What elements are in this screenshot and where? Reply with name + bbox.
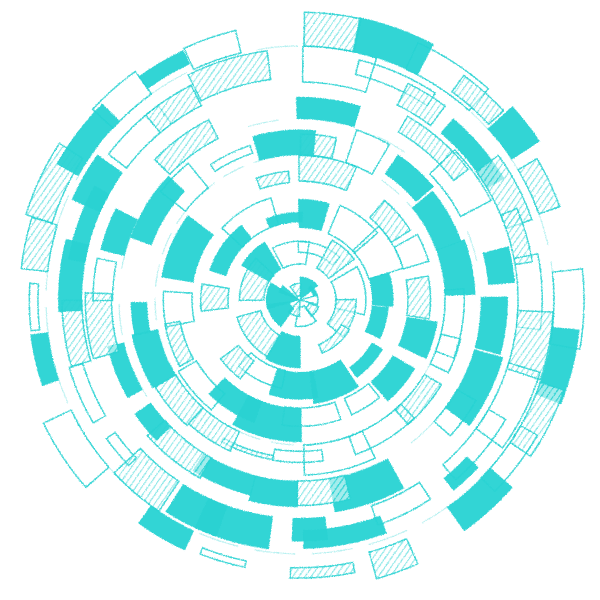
sunburst-cell xyxy=(297,475,350,505)
sunburst-cell xyxy=(369,539,418,579)
sunburst-cell xyxy=(430,334,460,373)
sunburst-cell xyxy=(69,364,105,423)
sunburst-cell xyxy=(256,171,289,189)
sunburst-cell xyxy=(385,154,434,202)
sunburst-cell xyxy=(161,215,213,282)
sunburst-cell xyxy=(269,368,319,399)
sunburst-cell xyxy=(394,234,428,268)
sunburst-cell xyxy=(352,17,434,75)
sunburst-cell xyxy=(138,50,190,89)
sunburst-cell xyxy=(21,217,57,271)
sunburst-cell xyxy=(210,145,252,171)
sunburst-cell xyxy=(483,246,515,285)
sunburst-cell xyxy=(510,382,564,456)
sunburst-cell xyxy=(249,475,298,507)
sunburst-cell xyxy=(298,199,330,231)
sunburst-cell xyxy=(290,562,355,578)
sunburst-cell xyxy=(412,191,462,251)
sunburst-cell xyxy=(304,12,361,52)
sunburst-cell xyxy=(475,297,508,355)
sunburst-cell xyxy=(201,284,229,311)
sunburst-cell xyxy=(114,448,179,511)
sunburst-cell xyxy=(296,97,361,127)
sunburst-cell xyxy=(292,517,328,542)
sunburst-cell xyxy=(208,377,262,423)
sunburst-cell xyxy=(44,410,109,487)
radial-sunburst-chart xyxy=(0,0,600,600)
sunburst-cell xyxy=(165,321,193,366)
sunburst-cell xyxy=(188,51,271,101)
sunburst-cell xyxy=(273,449,324,462)
sunburst-cell xyxy=(365,306,389,339)
sunburst-cell xyxy=(397,83,445,125)
sunburst-cell xyxy=(100,208,138,256)
sunburst-cell xyxy=(436,239,475,295)
sunburst-cell xyxy=(299,156,356,191)
sunburst-cell xyxy=(436,289,465,358)
sunburst-cell xyxy=(29,283,39,330)
sunburst-cell xyxy=(370,200,411,242)
sunburst-cell xyxy=(304,431,375,475)
sunburst-cell xyxy=(85,293,118,359)
sunburst-cell xyxy=(266,212,303,229)
sunburst-cell xyxy=(30,332,59,386)
sunburst-cell xyxy=(398,317,438,359)
sunburst-cell xyxy=(406,276,430,319)
sunburst-cell xyxy=(209,225,252,276)
sunburst-cell xyxy=(349,343,383,378)
sunburst-cell xyxy=(200,548,246,567)
sunburst-cell xyxy=(131,302,151,336)
sunburst-cell xyxy=(452,75,503,124)
